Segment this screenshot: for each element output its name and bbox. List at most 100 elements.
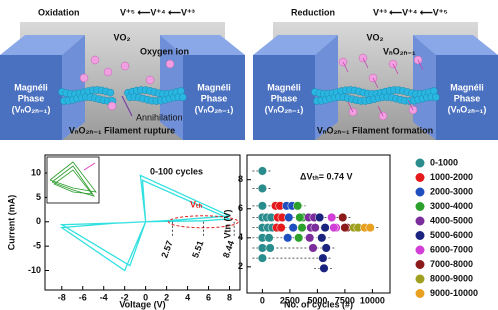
legend-marker (416, 275, 425, 284)
threshold-value: 2.57 (159, 239, 174, 259)
y-axis-title: Vtn (V) (222, 210, 232, 239)
phase-label: Magnéli (267, 82, 301, 92)
legend-marker (416, 188, 425, 197)
y-tick-label: 0 (36, 216, 41, 226)
event-label: Annihilation (136, 112, 183, 122)
point (319, 254, 328, 263)
ion (104, 68, 112, 76)
filament-atom (107, 89, 114, 96)
point (330, 223, 339, 232)
phase-label: Magnéli (14, 82, 48, 92)
legend-marker (416, 260, 425, 269)
annotation: 0-100 cycles (150, 166, 203, 176)
annotation: ΔVₜₕ= 0.74 V (300, 171, 353, 181)
x-tick-label: 10000 (360, 295, 385, 305)
phase-label: Phase (18, 93, 45, 103)
legend-marker (416, 173, 425, 182)
ion-label: Oxygen ion (140, 46, 189, 56)
y-tick-label: 8 (238, 174, 243, 184)
phase-label: (VₙO₂ₙ₋₁) (265, 104, 304, 114)
schematics: Oxidation V⁺⁵ ⟵V⁺⁴ ⟵V⁺³ VO₂ Oxygen ion Annih… (0, 7, 498, 140)
filament-atom (179, 94, 186, 101)
legend-label: 3000-4000 (430, 201, 473, 211)
legend-label: 5000-6000 (430, 230, 473, 240)
y-tick-label: 2 (238, 261, 243, 271)
legend-marker (416, 202, 425, 211)
filament-label: VₙO₂ₙ₋₁ Filament rupture (69, 125, 175, 135)
phase-label: (VₙO₂ₙ₋₁) (448, 104, 487, 114)
point (293, 202, 302, 211)
legend-label: 2000-3000 (430, 186, 473, 196)
x-tick-label: -8 (58, 292, 66, 302)
legend-label: 0-1000 (430, 157, 458, 167)
point (258, 202, 267, 211)
x-tick-label: 4 (185, 292, 190, 302)
x-tick-label: 8 (227, 292, 232, 302)
x-tick-label: 0 (260, 295, 265, 305)
legend-label: 9000-10000 (430, 288, 478, 298)
y-tick-label: 10 (31, 167, 41, 177)
phase-label: (VₙO₂ₙ₋₁) (12, 104, 51, 114)
ion-label: VₙO₂ₙ₋₁ (383, 46, 416, 56)
process-title: Reduction (291, 7, 335, 17)
x-tick-label: -4 (100, 292, 108, 302)
point (315, 213, 324, 222)
point (327, 213, 336, 222)
point (320, 264, 329, 273)
legend-label: 4000-5000 (430, 215, 473, 225)
material: VO₂ (366, 32, 383, 42)
legend-label: 1000-2000 (430, 172, 473, 182)
point (277, 223, 286, 232)
legend-label: 7000-8000 (430, 259, 473, 269)
legend-marker (416, 159, 425, 168)
phase-label: Magnéli (197, 82, 231, 92)
threshold-value: 5.51 (190, 239, 205, 259)
point (265, 234, 274, 243)
filament-atom (432, 94, 439, 101)
y-tick-label: 5 (36, 192, 41, 202)
legend-marker (416, 217, 425, 226)
threshold-value: 8.44 (221, 239, 236, 259)
y-tick-label: -5 (33, 241, 41, 251)
ion (121, 62, 129, 70)
point (285, 213, 294, 222)
process-title: Oxidation (38, 7, 80, 17)
threshold-label: Vₜₕ (190, 199, 203, 209)
equation: V⁺⁵ ⟵V⁺⁴ ⟵V⁺³ (120, 7, 195, 17)
phase-label: Phase (454, 93, 481, 103)
point (258, 244, 267, 253)
filament-label: VₙO₂ₙ₋₁ Filament formation (317, 125, 433, 135)
material: VO₂ (113, 32, 130, 42)
ion (91, 56, 99, 64)
point (321, 223, 330, 232)
figure: Oxidation V⁺⁵ ⟵V⁺⁴ ⟵V⁺³ VO₂ Oxygen ion Annih… (0, 0, 498, 310)
point (296, 213, 305, 222)
y-axis-title: Current (mA) (6, 195, 16, 251)
legend-marker (416, 289, 425, 298)
legend-marker (416, 231, 425, 240)
point (338, 213, 347, 222)
point (266, 244, 275, 253)
point (258, 184, 267, 193)
equation: V⁺³ ⟵V⁺⁴ ⟵V⁺⁵ (373, 7, 448, 17)
point (258, 254, 267, 263)
legend-label: 6000-7000 (430, 244, 473, 254)
point (311, 223, 320, 232)
phase-label: (VₙO₂ₙ₋₁) (195, 104, 234, 114)
ion (166, 60, 174, 68)
x-axis-title: No. of cycles (#) (284, 299, 353, 309)
phase-label: Phase (271, 93, 298, 103)
ion (80, 74, 88, 82)
point (283, 234, 292, 243)
point (258, 167, 267, 176)
x-tick-label: 6 (206, 292, 211, 302)
point (298, 223, 307, 232)
point (289, 223, 298, 232)
y-tick-label: -10 (28, 265, 41, 275)
x-tick-label: -6 (79, 292, 87, 302)
phase-label: Phase (201, 93, 228, 103)
point (294, 234, 303, 243)
legend-label: 8000-9000 (430, 273, 473, 283)
ion (146, 76, 154, 84)
